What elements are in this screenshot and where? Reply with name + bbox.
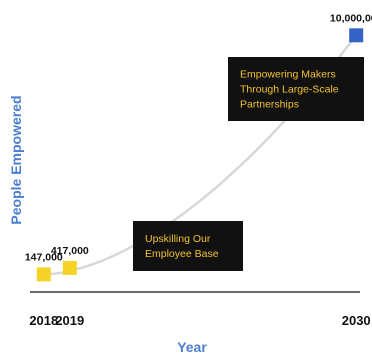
x-axis-title: Year — [177, 339, 207, 355]
data-point-2019 — [62, 260, 77, 275]
data-point-2030 — [349, 28, 364, 43]
callout-text-line: Partnerships — [240, 99, 299, 111]
callout-text-line: Upskilling Our — [145, 233, 211, 245]
data-label-2019: 417,000 — [51, 245, 89, 257]
callout-box — [228, 57, 364, 121]
callout-text-line: Employee Base — [145, 248, 219, 260]
data-points-layer — [36, 28, 364, 282]
callout-box — [133, 221, 243, 271]
callout-text-line: Empowering Makers — [240, 69, 336, 81]
annotation-callout-1: Upskilling Our Employee Base — [133, 221, 243, 271]
data-label-2018: 147,000 — [25, 251, 63, 263]
callouts-layer: Upskilling Our Employee Base Empowering Ma… — [133, 57, 364, 271]
y-axis-title: People Empowered — [8, 95, 24, 224]
x-tick-label-2030: 2030 — [342, 313, 371, 328]
data-label-2030: 10,000,000 — [330, 12, 372, 24]
annotation-callout-2: Empowering Makers Through Large-Scale Part… — [228, 57, 364, 121]
callout-text-line: Through Large-Scale — [240, 84, 339, 96]
x-tick-label-2019: 2019 — [55, 313, 84, 328]
data-point-2018 — [36, 267, 51, 282]
x-tick-label-2018: 2018 — [29, 313, 58, 328]
